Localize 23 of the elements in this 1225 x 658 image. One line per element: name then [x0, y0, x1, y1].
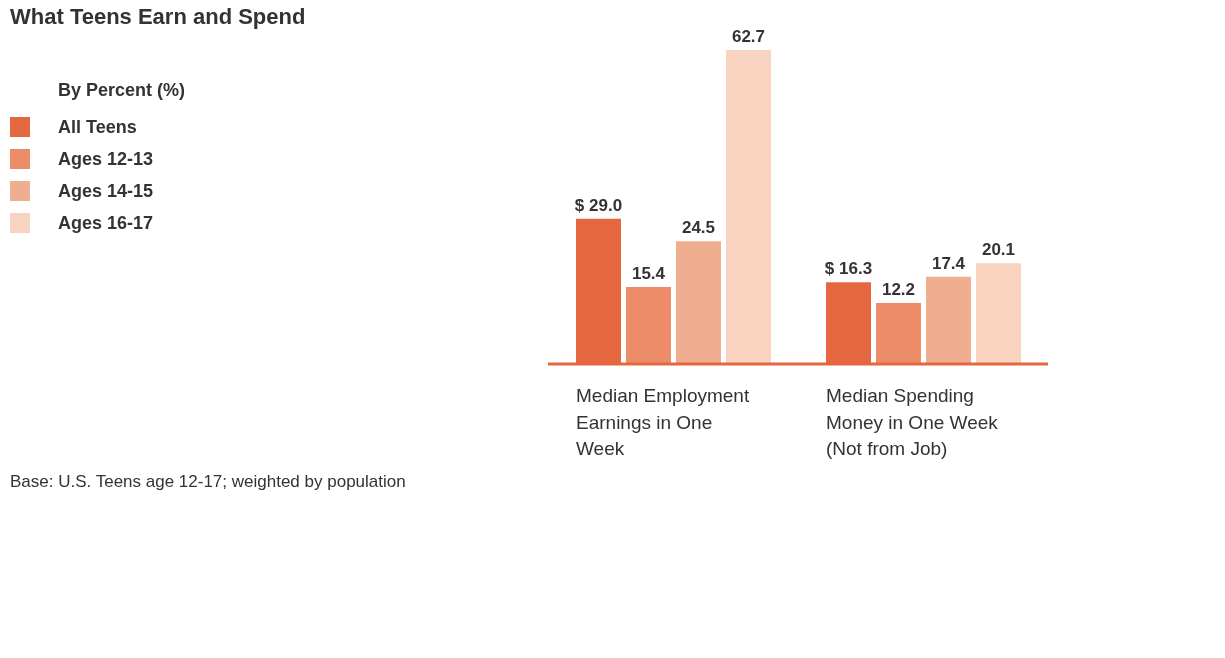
- data-label: 17.4: [931, 253, 966, 273]
- text: What Teens Earn and Spend: [10, 4, 306, 30]
- legend-title: By Percent (%): [58, 80, 187, 101]
- data-label: $ 29.0: [574, 195, 623, 215]
- bar: [726, 50, 771, 364]
- x-tick-label: Median Spending Money in One Week (Not from Job): [826, 385, 999, 459]
- data-label: 15.4: [631, 263, 666, 283]
- data-label: 20.1: [981, 240, 1016, 260]
- legend-label: All Teens: [58, 116, 137, 138]
- legend-label: Ages 16-17: [58, 212, 154, 234]
- data-label: 12.2: [881, 279, 916, 299]
- data-label: 62.7: [731, 27, 766, 46]
- bar: [676, 241, 721, 364]
- data-label: $ 16.3: [824, 259, 873, 279]
- legend-label: Ages 12-13: [58, 148, 154, 170]
- data-label: 24.5: [681, 218, 716, 238]
- bar: [926, 276, 971, 364]
- x-tick-label: Median Employment Earnings in One Week: [576, 385, 750, 459]
- bar: [626, 286, 671, 364]
- bar: [876, 302, 921, 364]
- bar: [976, 263, 1021, 364]
- text: Base: U.S. Teens age 12-17; weighted by population: [10, 471, 407, 493]
- legend-label: Ages 14-15: [58, 180, 154, 202]
